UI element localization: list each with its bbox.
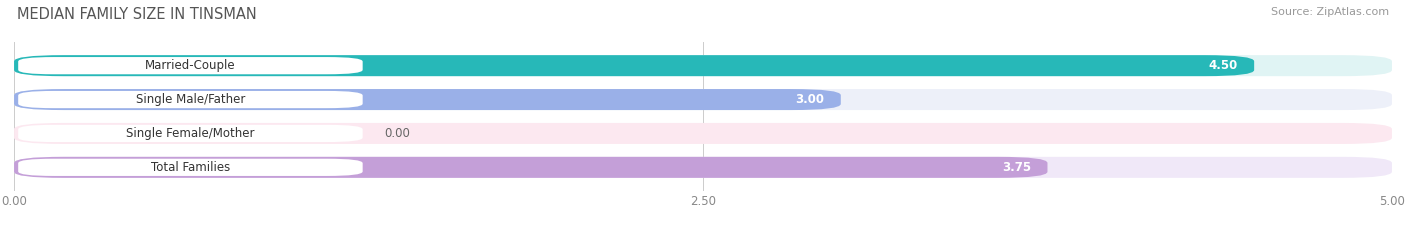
- FancyBboxPatch shape: [14, 55, 1392, 76]
- FancyBboxPatch shape: [14, 123, 1392, 144]
- Text: Source: ZipAtlas.com: Source: ZipAtlas.com: [1271, 7, 1389, 17]
- FancyBboxPatch shape: [14, 157, 1047, 178]
- Text: MEDIAN FAMILY SIZE IN TINSMAN: MEDIAN FAMILY SIZE IN TINSMAN: [17, 7, 257, 22]
- FancyBboxPatch shape: [18, 91, 363, 108]
- Text: Total Families: Total Families: [150, 161, 231, 174]
- Text: Single Female/Mother: Single Female/Mother: [127, 127, 254, 140]
- FancyBboxPatch shape: [14, 89, 841, 110]
- Text: 4.50: 4.50: [1208, 59, 1237, 72]
- Text: Single Male/Father: Single Male/Father: [136, 93, 245, 106]
- Text: 0.00: 0.00: [385, 127, 411, 140]
- FancyBboxPatch shape: [18, 57, 363, 74]
- Text: Married-Couple: Married-Couple: [145, 59, 236, 72]
- FancyBboxPatch shape: [18, 125, 363, 142]
- Text: 3.00: 3.00: [796, 93, 824, 106]
- FancyBboxPatch shape: [14, 55, 1254, 76]
- Text: 3.75: 3.75: [1002, 161, 1031, 174]
- FancyBboxPatch shape: [14, 89, 1392, 110]
- FancyBboxPatch shape: [14, 157, 1392, 178]
- FancyBboxPatch shape: [18, 159, 363, 176]
